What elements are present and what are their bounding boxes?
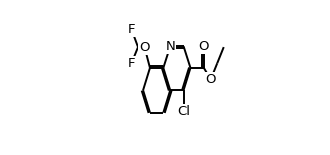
Text: O: O [206, 73, 216, 86]
Text: F: F [128, 57, 135, 70]
Text: O: O [199, 40, 209, 53]
Text: N: N [165, 40, 175, 53]
Text: F: F [128, 23, 135, 36]
Text: O: O [139, 41, 150, 54]
Text: Cl: Cl [177, 105, 190, 118]
